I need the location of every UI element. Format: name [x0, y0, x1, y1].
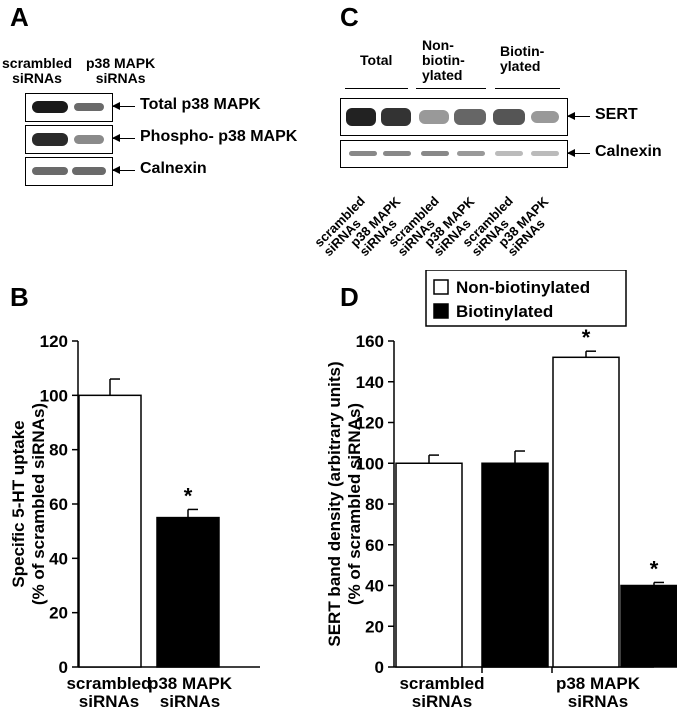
- arrow-total-p38: [112, 102, 135, 110]
- label-phospho-p38: Phospho- p38 MAPK: [140, 128, 298, 145]
- bar: [395, 462, 463, 668]
- chart-d: 0 20 40 60 80 100 120 140 160 SERT band density (…: [325, 270, 677, 711]
- group-line-biotinylated: [495, 88, 560, 89]
- legend-swatch: [433, 303, 449, 319]
- group-label-biotinylated: Biotin- ylated: [500, 43, 545, 74]
- chart-b: 0 20 40 60 80 100 120 Specific 5-HT uptake(% of…: [9, 332, 260, 711]
- y-tick-label: 100: [356, 454, 384, 473]
- arrow-phospho-p38: [112, 134, 135, 142]
- bar: [156, 516, 220, 668]
- y-tick-label: 40: [49, 549, 68, 568]
- panel-d-letter: D: [340, 282, 359, 312]
- y-tick-label: 20: [49, 604, 68, 623]
- y-tick-label: 120: [356, 414, 384, 433]
- y-axis-label: Specific 5-HT uptake(% of scrambled siRN…: [9, 403, 48, 605]
- arrow-sert: [567, 112, 590, 120]
- y-tick-label: 120: [40, 332, 68, 351]
- legend-box: [425, 270, 627, 327]
- group-line-non-biotinylated: [416, 88, 486, 89]
- y-tick-label: 160: [356, 332, 384, 351]
- blot-phospho-p38: [25, 125, 113, 154]
- bar: [481, 462, 549, 668]
- x-tick-label: scrambled siRNAs: [399, 674, 484, 711]
- label-calnexin-a: Calnexin: [140, 160, 207, 177]
- group-label-total: Total: [360, 52, 393, 68]
- arrow-calnexin-c: [567, 149, 590, 157]
- blot-calnexin-c: [340, 140, 568, 168]
- y-tick-label: 40: [365, 577, 384, 596]
- panel-c-letter: C: [340, 2, 359, 32]
- blot-calnexin-a: [25, 157, 113, 186]
- bar: [620, 584, 677, 668]
- legend-label: Biotinylated: [456, 302, 553, 321]
- group-label-non-biotinylated: Non- biotin- ylated: [422, 37, 465, 83]
- label-calnexin-c: Calnexin: [595, 143, 662, 160]
- x-tick-label: p38 MAPK siRNAs: [556, 674, 641, 711]
- significance-marker: *: [582, 325, 591, 350]
- x-tick-label: p38 MAPK siRNAs: [148, 674, 233, 711]
- legend-swatch: [433, 279, 449, 295]
- y-tick-label: 0: [375, 658, 384, 677]
- y-tick-label: 60: [365, 536, 384, 555]
- y-tick-label: 140: [356, 373, 384, 392]
- y-tick-label: 0: [59, 658, 68, 677]
- panel-a-lane-label-scrambled: scrambled siRNAs: [2, 55, 73, 86]
- label-sert: SERT: [595, 106, 638, 123]
- y-tick-label: 60: [49, 495, 68, 514]
- x-tick-label: scrambled siRNAs: [66, 674, 151, 711]
- y-axis-label: SERT band density (arbitrary units)(% of…: [325, 361, 364, 646]
- y-tick-label: 20: [365, 617, 384, 636]
- y-tick-label: 80: [49, 441, 68, 460]
- legend-label: Non-biotinylated: [456, 278, 590, 297]
- bar: [552, 356, 620, 668]
- panel-a-letter: A: [10, 2, 29, 32]
- y-tick-label: 100: [40, 386, 68, 405]
- panel-a-lane-label-p38: p38 MAPK siRNAs: [86, 55, 156, 86]
- significance-marker: *: [650, 556, 659, 581]
- blot-sert: [340, 98, 568, 136]
- group-line-total: [345, 88, 408, 89]
- label-total-p38: Total p38 MAPK: [140, 96, 261, 113]
- panel-b-letter: B: [10, 282, 29, 312]
- blot-total-p38: [25, 93, 113, 122]
- y-tick-label: 80: [365, 495, 384, 514]
- arrow-calnexin-a: [112, 166, 135, 174]
- bar: [78, 394, 142, 668]
- significance-marker: *: [184, 483, 193, 508]
